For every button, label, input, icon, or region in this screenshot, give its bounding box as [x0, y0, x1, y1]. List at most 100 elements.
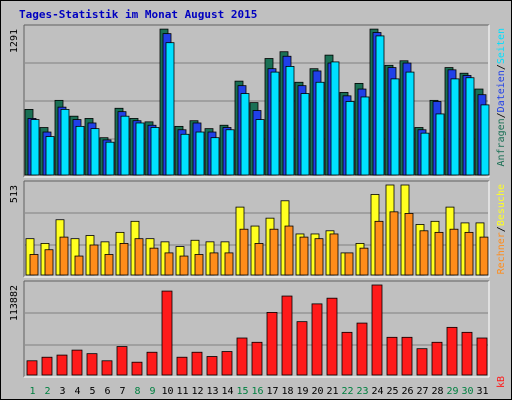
- bar-seiten-day-10: [165, 42, 175, 176]
- bar-seiten-day-29: [450, 78, 460, 176]
- chart-title: Tages-Statistik im Monat August 2015: [19, 8, 258, 21]
- panel-kb-max-label: 113882: [9, 285, 20, 321]
- bar-seiten-day-25: [390, 78, 400, 176]
- day-label-6: 6: [104, 386, 110, 397]
- bar-rechner-day-21: [329, 233, 339, 276]
- legend-kb: kB: [496, 376, 507, 388]
- bar-rechner-day-19: [299, 236, 309, 276]
- bar-rechner-day-14: [224, 252, 234, 276]
- bar-seiten-day-14: [225, 129, 235, 176]
- day-label-10: 10: [161, 386, 173, 397]
- day-label-21: 21: [326, 386, 338, 397]
- bar-kb-day-1: [26, 360, 38, 376]
- day-label-14: 14: [221, 386, 233, 397]
- bar-seiten-day-26: [405, 71, 415, 176]
- bar-rechner-day-5: [89, 244, 99, 276]
- bar-kb-day-9: [146, 351, 158, 376]
- day-label-4: 4: [74, 386, 80, 397]
- bar-seiten-day-16: [255, 119, 265, 176]
- bar-seiten-day-6: [105, 141, 115, 176]
- bar-kb-day-28: [431, 341, 443, 376]
- bar-rechner-day-13: [209, 252, 219, 276]
- legend-requests-part: Seiten: [496, 28, 507, 64]
- day-label-16: 16: [251, 386, 263, 397]
- legend-visits: Rechner/Besuche: [496, 184, 507, 274]
- bar-rechner-day-24: [374, 220, 384, 276]
- day-label-2: 2: [44, 386, 50, 397]
- bar-kb-day-31: [476, 337, 488, 376]
- bar-seiten-day-7: [120, 115, 130, 176]
- day-label-25: 25: [386, 386, 398, 397]
- bar-seiten-day-13: [210, 137, 220, 176]
- day-label-29: 29: [446, 386, 458, 397]
- bar-rechner-day-4: [74, 255, 84, 276]
- bar-rechner-day-1: [29, 254, 39, 276]
- bar-rechner-day-2: [44, 249, 54, 276]
- bar-seiten-day-21: [330, 61, 340, 176]
- bar-seiten-day-1: [30, 119, 40, 176]
- bar-rechner-day-17: [269, 228, 279, 276]
- day-label-8: 8: [134, 386, 140, 397]
- bar-kb-day-19: [296, 321, 308, 376]
- day-label-23: 23: [356, 386, 368, 397]
- bar-seiten-day-30: [465, 77, 475, 176]
- bar-kb-day-2: [41, 356, 53, 376]
- bar-kb-day-11: [176, 356, 188, 376]
- bar-rechner-day-25: [389, 211, 399, 276]
- bar-rechner-day-18: [284, 225, 294, 276]
- legend-requests-part: Dateien: [496, 70, 507, 112]
- bar-rechner-day-30: [464, 231, 474, 276]
- bar-kb-day-22: [341, 331, 353, 376]
- bar-rechner-day-10: [164, 252, 174, 276]
- bar-seiten-day-28: [435, 113, 445, 176]
- bar-rechner-day-27: [419, 230, 429, 276]
- bar-rechner-day-8: [134, 238, 144, 276]
- bar-rechner-day-26: [404, 213, 414, 276]
- panel-requests-max-label: 1291: [9, 29, 20, 53]
- day-label-11: 11: [176, 386, 188, 397]
- bar-seiten-day-8: [135, 122, 145, 176]
- bar-kb-day-14: [221, 351, 233, 376]
- legend-kb-part: kB: [496, 376, 507, 388]
- day-label-7: 7: [119, 386, 125, 397]
- bar-kb-day-26: [401, 336, 413, 376]
- bar-kb-day-13: [206, 356, 218, 376]
- bar-kb-day-27: [416, 348, 428, 376]
- bar-kb-day-6: [101, 360, 113, 376]
- bar-kb-day-18: [281, 295, 293, 376]
- day-label-19: 19: [296, 386, 308, 397]
- day-label-24: 24: [371, 386, 383, 397]
- bar-seiten-day-11: [180, 133, 190, 176]
- bar-kb-day-5: [86, 353, 98, 376]
- bar-kb-day-8: [131, 361, 143, 376]
- bar-kb-day-21: [326, 297, 338, 376]
- legend-requests-part: /: [496, 64, 507, 70]
- day-label-12: 12: [191, 386, 203, 397]
- day-label-27: 27: [416, 386, 428, 397]
- day-label-31: 31: [476, 386, 488, 397]
- bar-rechner-day-23: [359, 247, 369, 276]
- bar-kb-day-3: [56, 354, 68, 376]
- bar-rechner-day-28: [434, 231, 444, 276]
- bar-seiten-day-31: [480, 104, 490, 176]
- bar-seiten-day-5: [90, 128, 100, 176]
- day-label-20: 20: [311, 386, 323, 397]
- bar-kb-day-10: [161, 290, 173, 376]
- bar-seiten-day-9: [150, 127, 160, 176]
- bar-kb-day-24: [371, 284, 383, 376]
- bar-seiten-day-18: [285, 66, 295, 176]
- bar-kb-day-30: [461, 331, 473, 376]
- legend-requests-part: /: [496, 112, 507, 118]
- bar-kb-day-23: [356, 322, 368, 376]
- bar-kb-day-25: [386, 336, 398, 376]
- day-label-18: 18: [281, 386, 293, 397]
- bar-rechner-day-15: [239, 228, 249, 276]
- bar-rechner-day-29: [449, 228, 459, 276]
- legend-visits-part: Besuche: [496, 184, 507, 226]
- day-label-26: 26: [401, 386, 413, 397]
- bar-kb-day-12: [191, 351, 203, 376]
- bar-rechner-day-3: [59, 236, 69, 276]
- bar-seiten-day-24: [375, 35, 385, 176]
- bar-seiten-day-4: [75, 125, 85, 176]
